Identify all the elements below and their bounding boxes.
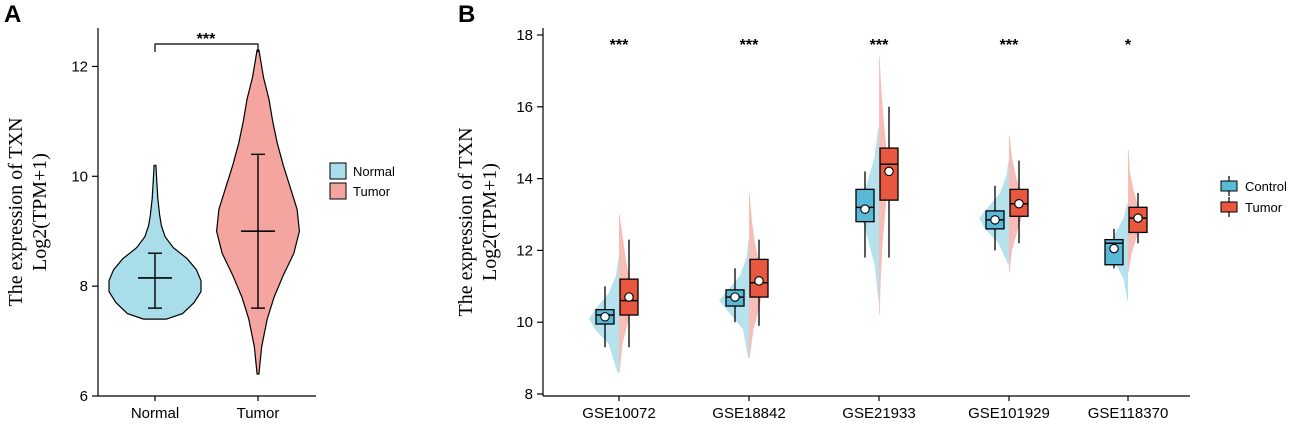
box-mean-point-tumor xyxy=(884,166,894,177)
box-mean-point-tumor xyxy=(1133,213,1143,223)
panel-b-xtick-label: GSE21933 xyxy=(842,405,915,422)
panel-b-ytick-label: 14 xyxy=(516,171,533,188)
panel-b-xtick-label: GSE118370 xyxy=(1088,405,1169,422)
panel-b-significance: *** xyxy=(610,37,629,54)
legend-normal-swatch xyxy=(329,162,347,180)
panel-b-significance: *** xyxy=(870,37,889,54)
panel-b-plot: 8 10 12 14 16 18 GSE10072 *** GSE18842 *** GSE2193… xyxy=(516,27,1168,422)
panel-a-xtick-label: Normal xyxy=(131,405,179,422)
panel-b-ytick-label: 12 xyxy=(516,242,533,259)
panel-b-significance: *** xyxy=(1000,37,1019,54)
panel-a-xtick-label: Tumor xyxy=(237,405,280,422)
panel-b-ytick-label: 16 xyxy=(516,99,533,116)
panel-a-ytick-label: 8 xyxy=(80,278,88,295)
significance-bracket xyxy=(154,43,259,52)
violin-normal xyxy=(108,164,202,320)
legend-control-swatch xyxy=(1220,180,1238,192)
legend-tumor-b-label: Tumor xyxy=(1245,200,1283,215)
panel-a-plot: 6 8 10 12 Normal Tumor *** xyxy=(71,31,301,422)
panel-b-xtick-label: GSE101929 xyxy=(968,405,1050,422)
box-mean-point-tumor xyxy=(754,276,764,286)
box-mean-point-control xyxy=(600,312,610,322)
panel-b-xtick-label: GSE18842 xyxy=(712,405,785,422)
box-mean-point-tumor xyxy=(1014,198,1024,209)
panel-b-xtick-label: GSE10072 xyxy=(582,405,655,422)
panel-a-legend: Normal Tumor xyxy=(329,162,395,200)
panel-a-ytick-label: 10 xyxy=(71,168,88,185)
legend-control-label: Control xyxy=(1245,179,1287,194)
panel-b-ylabel-line1: The expression of TXN xyxy=(455,127,477,316)
panel-b-ytick-label: 8 xyxy=(525,386,533,403)
box-mean-point-control xyxy=(860,204,870,214)
legend-normal-label: Normal xyxy=(353,164,395,179)
panel-b-significance: *** xyxy=(740,37,759,54)
panel-b-ylabel: The expression of TXN Log2(TPM+1) xyxy=(455,127,501,316)
panel-b-legend: Control Tumor xyxy=(1220,176,1287,217)
panel-b-ylabel-line2: Log2(TPM+1) xyxy=(479,163,501,281)
legend-tumor-b-swatch xyxy=(1220,201,1238,213)
panel-b-ytick-label: 10 xyxy=(516,314,533,331)
panel-b-letter: B xyxy=(458,1,475,28)
legend-tumor-swatch xyxy=(329,182,347,200)
panel-a-ytick-label: 6 xyxy=(80,388,88,405)
box-mean-point-control xyxy=(730,292,740,302)
panel-a-significance: *** xyxy=(197,31,216,48)
box-mean-point-tumor xyxy=(624,292,634,302)
panel-a-ytick-label: 12 xyxy=(71,58,88,75)
box-mean-point-control xyxy=(990,215,1000,225)
box-mean-point-control xyxy=(1109,243,1119,254)
panel-a-ylabel-line1: The expression of TXN xyxy=(5,117,27,306)
legend-tumor-label: Tumor xyxy=(353,184,391,199)
panel-a-letter: A xyxy=(4,1,21,28)
panel-b-significance: * xyxy=(1125,37,1132,54)
panel-b-ytick-label: 18 xyxy=(516,27,533,44)
panel-a-ylabel-line2: Log2(TPM+1) xyxy=(29,153,51,271)
panel-a-ylabel: The expression of TXN Log2(TPM+1) xyxy=(5,117,51,306)
